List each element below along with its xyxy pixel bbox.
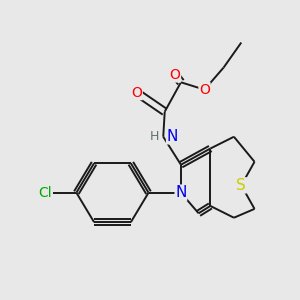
Text: O: O bbox=[131, 85, 142, 100]
Text: S: S bbox=[236, 178, 246, 193]
Text: O: O bbox=[199, 82, 210, 97]
Text: N: N bbox=[175, 185, 187, 200]
Text: N: N bbox=[166, 129, 178, 144]
Text: O: O bbox=[169, 68, 181, 82]
Text: Cl: Cl bbox=[39, 186, 52, 200]
Text: H: H bbox=[149, 130, 159, 143]
